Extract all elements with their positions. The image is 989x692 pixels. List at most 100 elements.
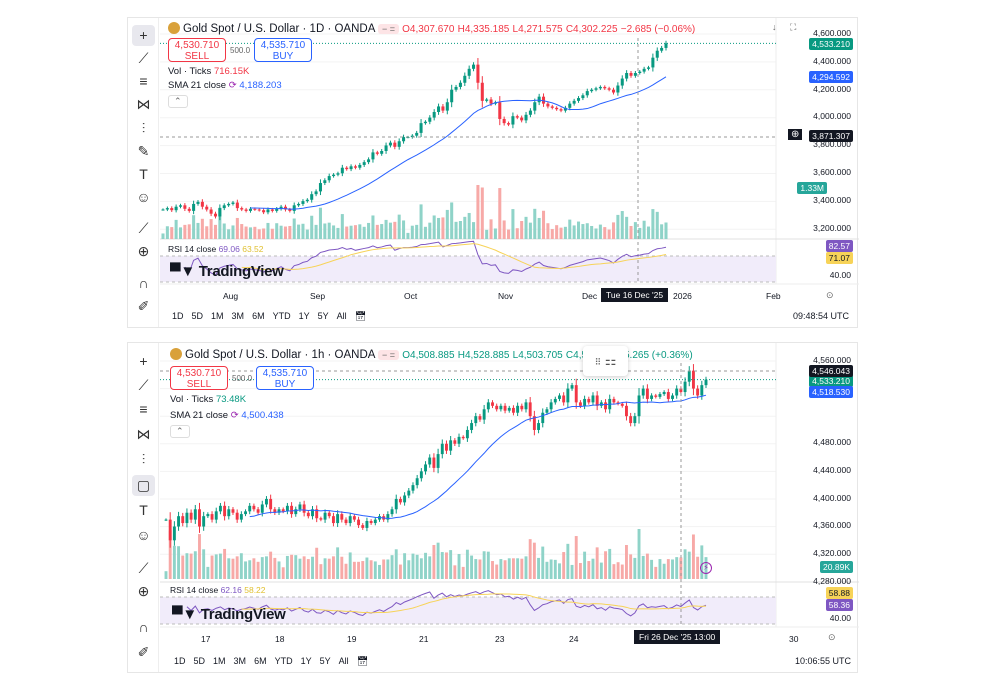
lightning-icon[interactable]: ⚡︎ <box>700 562 712 574</box>
layout-add-icon[interactable]: ⚏ <box>604 353 617 368</box>
sma-settings-icon[interactable]: ⟳ <box>230 410 239 421</box>
object-tree-widget[interactable]: ⠿ ⚏ <box>583 346 628 376</box>
trend-line-icon[interactable]: ⟋ <box>138 377 149 393</box>
rectangle-icon[interactable]: ▢ <box>132 475 155 496</box>
crosshair-icon[interactable]: + <box>132 25 155 46</box>
range-1y[interactable]: 1Y <box>298 311 310 321</box>
range-6m[interactable]: 6M <box>252 311 265 321</box>
clock[interactable]: 09:48:54 UTC <box>792 311 849 321</box>
range-6m[interactable]: 6M <box>254 656 267 666</box>
daily-chart-canvas[interactable] <box>128 18 859 329</box>
emoji-icon[interactable]: ☺ <box>136 527 151 543</box>
legend-toggle-icon[interactable]: − = <box>377 24 399 34</box>
collapse-legend-button[interactable]: ⌃ <box>170 425 190 438</box>
pattern-icon[interactable]: ⋈ <box>136 426 151 442</box>
volume-bar <box>294 555 298 579</box>
collapse-legend-button[interactable]: ⌃ <box>168 95 188 108</box>
volume-bar <box>651 209 655 239</box>
text-icon[interactable]: T <box>139 166 148 182</box>
trend-line-icon[interactable]: ⟋ <box>138 50 149 66</box>
add-alert-icon[interactable]: ⊕ <box>788 129 803 140</box>
volume-bar <box>178 227 183 239</box>
range-1d[interactable]: 1D <box>172 311 184 321</box>
zoom-in-icon[interactable]: ⊕ <box>137 583 150 599</box>
candle <box>214 511 218 520</box>
sma-legend[interactable]: SMA 21 close ⟳ 4,188.203 <box>168 80 282 91</box>
candle <box>262 210 266 213</box>
rsi-legend[interactable]: RSI 14 close 62.16 58.22 <box>170 585 266 595</box>
brush-icon[interactable]: ✎ <box>137 143 150 159</box>
buy-button[interactable]: 4,535.710 BUY <box>256 366 314 390</box>
range-ytd[interactable]: YTD <box>272 311 291 321</box>
text-icon[interactable]: T <box>139 502 148 518</box>
hourly-chart-canvas[interactable] <box>128 343 859 674</box>
volume-bar <box>616 562 620 579</box>
candle <box>515 116 519 118</box>
candle <box>273 509 277 513</box>
crosshair-icon[interactable]: + <box>139 353 148 369</box>
range-3m[interactable]: 3M <box>233 656 247 666</box>
range-all[interactable]: All <box>336 311 347 321</box>
sell-button[interactable]: 4,530.710 SELL <box>168 38 226 62</box>
horizontal-lines-icon[interactable]: ≡ <box>139 401 148 417</box>
volume-bar <box>641 555 645 579</box>
buy-button[interactable]: 4,535.710 BUY <box>254 38 312 62</box>
candle <box>482 409 486 420</box>
volume-bar <box>616 214 620 239</box>
symbol-header[interactable]: Gold Spot / U.S. Dollar · 1D · OANDA − =… <box>168 22 695 35</box>
range-5d[interactable]: 5D <box>193 656 206 666</box>
drag-handle-icon[interactable]: ⠿ <box>594 357 602 367</box>
clock[interactable]: 10:06:55 UTC <box>794 656 851 666</box>
ruler-icon[interactable]: ⟋ <box>138 220 149 236</box>
range-5y[interactable]: 5Y <box>319 656 331 666</box>
range-5y[interactable]: 5Y <box>317 311 329 321</box>
download-icon[interactable]: ↓ <box>772 22 777 32</box>
candle <box>467 68 471 76</box>
horizontal-lines-icon[interactable]: ≡ <box>139 73 148 89</box>
range-3m[interactable]: 3M <box>231 311 245 321</box>
lock-drawing-icon[interactable]: ✐ <box>137 298 150 314</box>
lock-drawing-icon[interactable]: ✐ <box>137 644 150 660</box>
fullscreen-icon[interactable]: ⛶ <box>790 22 797 32</box>
range-5d[interactable]: 5D <box>191 311 204 321</box>
candle <box>516 405 520 413</box>
candle <box>285 505 289 512</box>
go-to-date-icon[interactable]: 📅︎ <box>354 311 367 321</box>
date-range-bar: 1D 5D 1M 3M 6M YTD 1Y 5Y All 📅︎ <box>172 311 374 322</box>
volume-bar <box>253 226 257 239</box>
range-all[interactable]: All <box>338 656 349 666</box>
pattern-icon[interactable]: ⋈ <box>136 96 151 112</box>
volume-bar <box>553 559 557 579</box>
candle <box>345 167 349 170</box>
chart-settings-icon[interactable]: ⊙ <box>826 290 834 300</box>
range-1m[interactable]: 1M <box>211 311 224 321</box>
sell-button[interactable]: 4,530.710 SELL <box>170 366 228 390</box>
candle <box>185 512 189 524</box>
zoom-in-icon[interactable]: ⊕ <box>137 243 150 259</box>
rsi-legend[interactable]: RSI 14 close 69.06 63.52 <box>168 244 264 254</box>
fib-icon[interactable]: ⫶ <box>141 120 146 136</box>
volume-legend[interactable]: Vol · Ticks 73.48K <box>170 394 246 405</box>
sma-legend[interactable]: SMA 21 close ⟳ 4,500.438 <box>170 410 284 421</box>
magnet-icon[interactable]: ∩ <box>138 275 149 291</box>
candle <box>318 183 322 192</box>
ruler-icon[interactable]: ⟋ <box>138 560 149 576</box>
rsi-line <box>186 590 707 617</box>
range-ytd[interactable]: YTD <box>274 656 293 666</box>
range-1y[interactable]: 1Y <box>300 656 312 666</box>
range-1d[interactable]: 1D <box>174 656 186 666</box>
volume-legend[interactable]: Vol · Ticks 716.15K <box>168 66 249 77</box>
go-to-date-icon[interactable]: 📅︎ <box>356 656 369 666</box>
legend-toggle-icon[interactable]: − = <box>378 350 400 360</box>
time-label: 23 <box>495 634 505 644</box>
range-1m[interactable]: 1M <box>213 656 226 666</box>
volume-bar <box>528 222 532 239</box>
magnet-icon[interactable]: ∩ <box>138 619 149 635</box>
emoji-icon[interactable]: ☺ <box>136 189 151 205</box>
symbol-header[interactable]: Gold Spot / U.S. Dollar · 1h · OANDA − =… <box>170 348 587 361</box>
fib-icon[interactable]: ⫶ <box>141 451 146 467</box>
candle <box>281 509 285 512</box>
sma-settings-icon[interactable]: ⟳ <box>228 80 237 91</box>
volume-bar <box>453 565 457 579</box>
chart-settings-icon[interactable]: ⊙ <box>828 632 836 642</box>
